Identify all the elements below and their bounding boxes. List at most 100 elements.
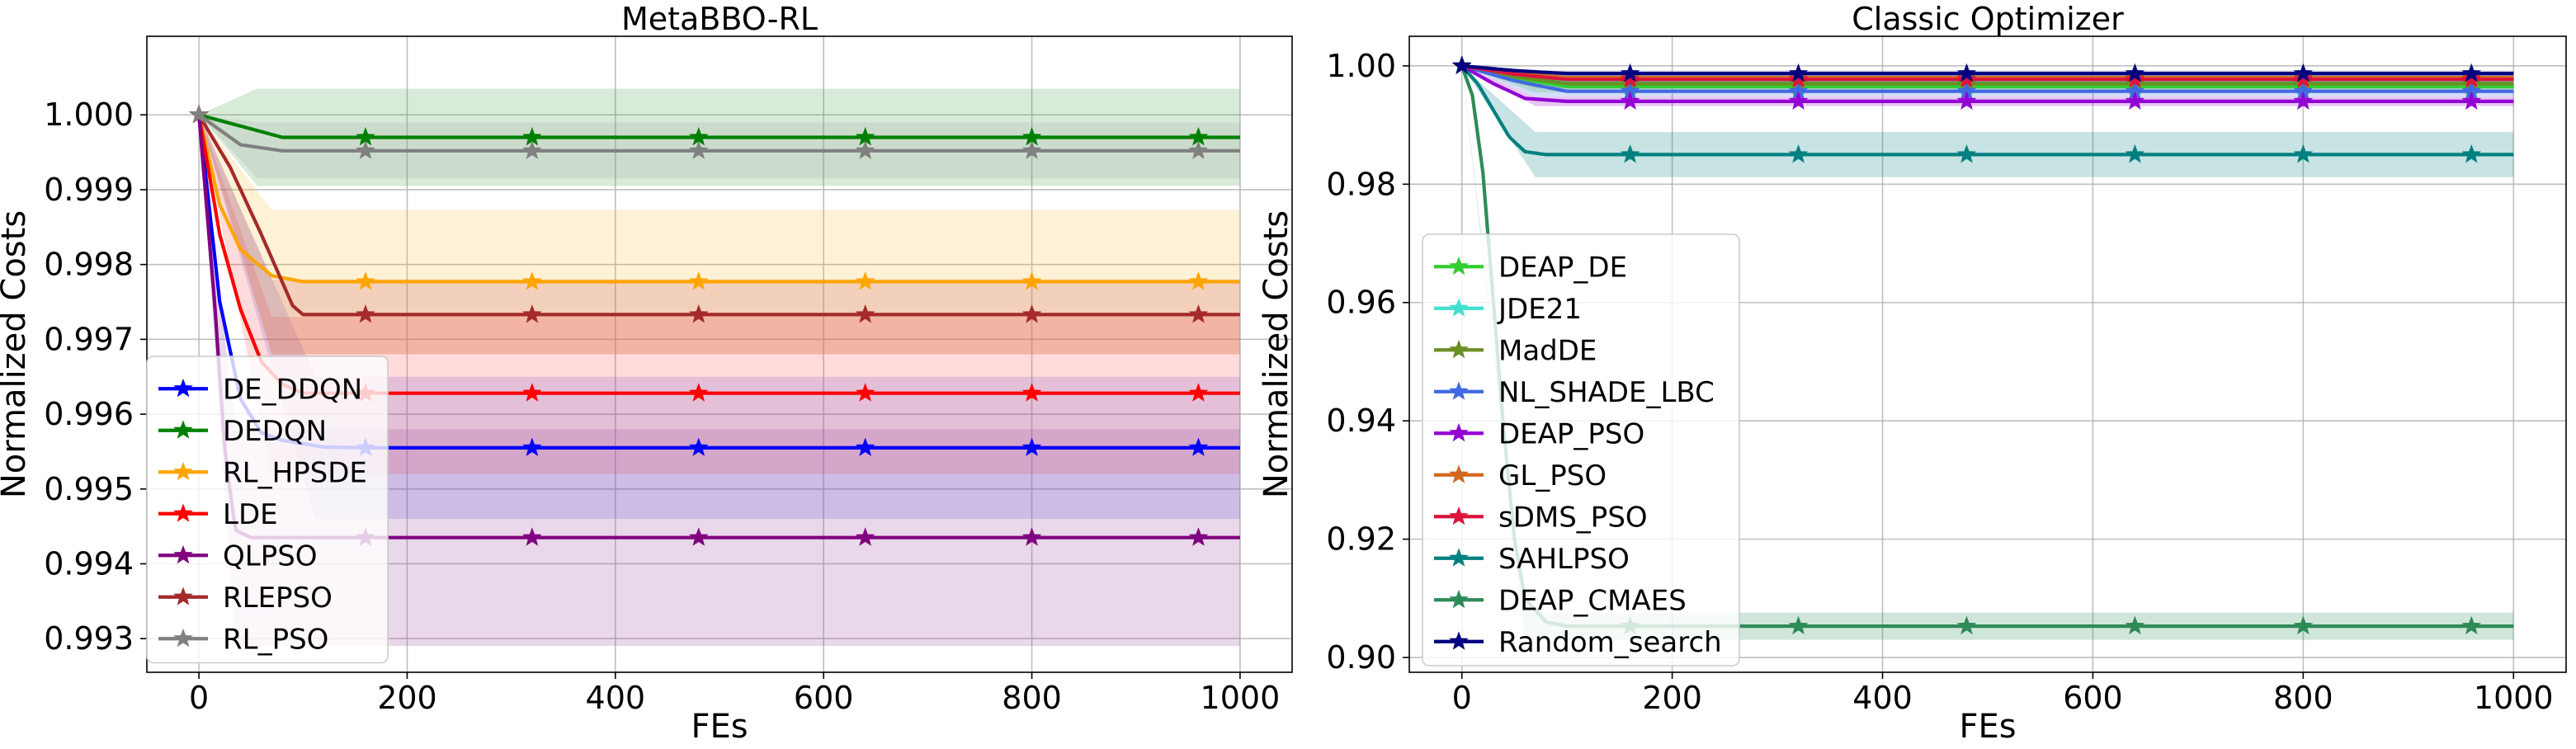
band-rlepso bbox=[199, 115, 1240, 355]
x-tick-label: 1000 bbox=[2474, 680, 2554, 716]
axes-frame bbox=[146, 35, 1293, 673]
series-line-nl-shade-lbc bbox=[1461, 64, 2514, 93]
data-point-lde bbox=[688, 383, 709, 402]
data-point-random-search bbox=[2461, 63, 2482, 82]
x-axis-label: FEs bbox=[1959, 708, 2016, 746]
data-point-rl-pso bbox=[855, 140, 875, 159]
legend-marker-rl-pso bbox=[173, 628, 193, 648]
legend-label-qlpso: QLPSO bbox=[223, 539, 318, 572]
data-point-sahlpso bbox=[2125, 144, 2145, 163]
y-tick-label: 0.999 bbox=[44, 172, 134, 208]
data-point-de-ddqn bbox=[1188, 437, 1209, 456]
y-tick-label: 0.998 bbox=[44, 247, 134, 283]
chart-title: Classic Optimizer bbox=[1852, 1, 2124, 37]
data-point-de-ddqn bbox=[1021, 437, 1042, 456]
data-point-sahlpso bbox=[1788, 144, 1809, 163]
legend-marker-lde bbox=[173, 503, 193, 522]
legend-marker-gl-pso bbox=[1449, 464, 1469, 483]
legend-marker-random-search bbox=[1449, 631, 1469, 650]
y-tick-label: 0.92 bbox=[1326, 521, 1396, 558]
data-point-sahlpso bbox=[2461, 144, 2482, 163]
legend-marker-madde bbox=[1449, 339, 1469, 359]
data-point-rl-pso bbox=[688, 140, 709, 159]
data-point-sahlpso bbox=[2293, 144, 2314, 163]
data-point-sdms-pso bbox=[1788, 68, 1809, 88]
legend-marker-rlepso bbox=[173, 586, 193, 605]
data-point-rlepso bbox=[522, 304, 542, 323]
data-point-rl-hpsde bbox=[522, 271, 542, 290]
data-point-lde bbox=[522, 383, 542, 402]
legend-marker-jde21 bbox=[1449, 298, 1469, 317]
data-point-de-ddqn bbox=[522, 437, 542, 456]
legend-box bbox=[1422, 233, 1740, 667]
data-point-rl-pso bbox=[1188, 140, 1209, 159]
data-point-lde bbox=[855, 383, 875, 402]
y-tick-label: 0.993 bbox=[44, 620, 134, 657]
legend-marker-dedqn bbox=[173, 420, 193, 439]
x-tick-label: 600 bbox=[794, 680, 854, 716]
legend-label-rl-pso: RL_PSO bbox=[223, 623, 328, 656]
gridlines bbox=[147, 36, 1292, 672]
data-point-de-ddqn bbox=[688, 437, 709, 456]
series-line-sdms-pso bbox=[1461, 64, 2514, 82]
band-lde bbox=[199, 115, 1240, 474]
legend-label-deap-de: DEAP_DE bbox=[1498, 251, 1627, 284]
legend-marker-deap-pso bbox=[1449, 422, 1469, 442]
data-point-deap-pso bbox=[1956, 91, 1977, 110]
chart-title: MetaBBO-RL bbox=[621, 1, 818, 37]
data-point-deap-pso bbox=[1620, 91, 1640, 110]
data-point-qlpso bbox=[688, 527, 709, 546]
data-point-rl-pso bbox=[522, 140, 542, 159]
data-point-random-search bbox=[1956, 63, 1977, 82]
data-point-rlepso bbox=[1021, 304, 1042, 323]
axes-frame bbox=[1408, 35, 2567, 673]
data-point-de-ddqn bbox=[855, 437, 875, 456]
series-line-rl-hpsde bbox=[197, 114, 1240, 284]
legend-label-rl-hpsde: RL_HPSDE bbox=[223, 456, 367, 489]
chart-panel: 0 200 400 600 800 1000 0.993 0.994 0.995 0.996 0.9… bbox=[0, 1, 1293, 746]
data-point-sdms-pso bbox=[1956, 68, 1977, 88]
legend-label-dedqn: DEDQN bbox=[223, 415, 327, 448]
data-point-deap-pso bbox=[1788, 91, 1809, 110]
legend-label-gl-pso: GL_PSO bbox=[1498, 459, 1606, 492]
data-point-rl-hpsde bbox=[1021, 271, 1042, 290]
data-point-deap-pso bbox=[2293, 91, 2314, 110]
x-tick-label: 200 bbox=[377, 680, 437, 716]
data-point-random-search bbox=[2293, 63, 2314, 82]
data-point-deap-pso bbox=[2461, 91, 2482, 110]
legend-marker-sahlpso bbox=[1449, 548, 1469, 567]
legend-label-de-ddqn: DE_DDQN bbox=[223, 373, 362, 406]
legend-label-deap-pso: DEAP_PSO bbox=[1498, 417, 1644, 450]
x-tick-label: 400 bbox=[1852, 680, 1913, 716]
band-nl-shade-lbc bbox=[1461, 65, 2514, 97]
x-tick-label: 1000 bbox=[1201, 680, 1281, 716]
legend-label-lde: LDE bbox=[223, 498, 278, 531]
series-line-random-search bbox=[1461, 64, 2514, 76]
data-point-sahlpso bbox=[1620, 144, 1640, 163]
x-tick-label: 800 bbox=[2273, 680, 2333, 716]
data-point-sdms-pso bbox=[2293, 68, 2314, 88]
data-point-rl-hpsde bbox=[855, 271, 875, 290]
chart-panel: 0 200 400 600 800 1000 0.90 0.92 0.94 0.96 0.98 1.0… bbox=[1257, 1, 2567, 746]
data-point-deap-pso bbox=[2125, 91, 2145, 110]
data-point-rlepso bbox=[855, 304, 875, 323]
y-axis-label: Normalized Costs bbox=[0, 210, 33, 498]
data-point-sdms-pso bbox=[2461, 68, 2482, 88]
series-line-rlepso bbox=[197, 114, 1240, 317]
x-tick-label: 600 bbox=[2063, 680, 2123, 716]
legend-marker-rl-hpsde bbox=[173, 461, 193, 481]
data-point-deap-cmaes bbox=[1956, 615, 1977, 635]
legend-marker-sdms-pso bbox=[1449, 506, 1469, 525]
legend-box bbox=[146, 356, 389, 664]
y-tick-label: 0.997 bbox=[44, 321, 134, 357]
y-tick-label: 0.996 bbox=[44, 396, 134, 432]
y-tick-label: 0.94 bbox=[1326, 403, 1396, 439]
gridlines bbox=[1409, 36, 2566, 672]
legend: DE_DDQN DEDQN RL_HPSDE LDE QLPSO RLEPSO RL_PSO bbox=[146, 356, 389, 664]
data-point-rlepso bbox=[688, 304, 709, 323]
series-line-madde bbox=[1461, 64, 2514, 86]
series-line-deap-pso bbox=[1460, 64, 2514, 103]
legend-marker-deap-de bbox=[1449, 256, 1469, 276]
x-tick-label: 400 bbox=[586, 680, 646, 716]
